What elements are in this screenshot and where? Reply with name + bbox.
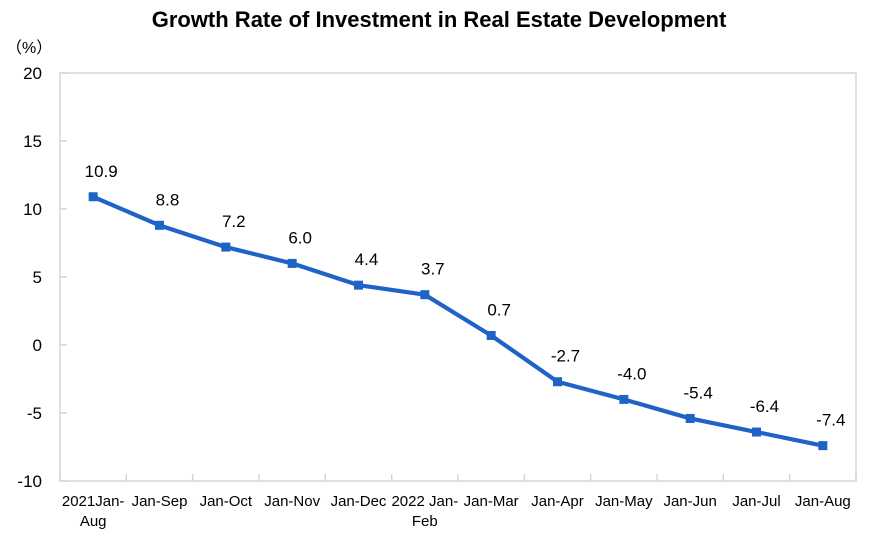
y-tick-label: 15 (23, 132, 42, 151)
data-point-marker (619, 394, 629, 404)
data-point-marker (155, 220, 164, 230)
chart-title: Growth Rate of Investment in Real Estate… (151, 7, 727, 32)
data-label: 10.9 (85, 162, 118, 181)
y-tick-label: 20 (23, 64, 42, 83)
x-tick-label: Jan-Jul (732, 493, 780, 510)
y-tick-label: -5 (27, 404, 42, 423)
data-label: -7.4 (816, 411, 845, 430)
data-label: -6.4 (750, 397, 779, 416)
data-label: -5.4 (684, 383, 713, 402)
data-point-marker (553, 377, 562, 387)
data-point-marker (685, 413, 695, 423)
data-point-marker (752, 427, 761, 437)
x-tick-label: Jan-Dec (331, 493, 387, 510)
data-label: 6.0 (288, 228, 312, 247)
x-tick-label: Jan-Jun (663, 493, 716, 510)
data-label: 8.8 (156, 190, 180, 209)
x-tick-label: Jan-May (595, 493, 653, 510)
data-label: 4.4 (355, 250, 379, 269)
x-tick-label: Jan-Nov (264, 493, 320, 510)
data-label: 7.2 (222, 212, 246, 231)
data-point-marker (354, 280, 363, 290)
data-point-marker (221, 242, 231, 252)
x-tick-label: Jan-Oct (200, 493, 253, 510)
y-tick-label: 10 (23, 200, 42, 219)
x-tick-label: Jan-Mar (464, 493, 519, 510)
y-tick-label: 0 (33, 336, 42, 355)
data-point-marker (486, 330, 496, 340)
x-tick-label: Jan-Aug (795, 493, 851, 510)
data-label: -2.7 (551, 347, 580, 366)
data-point-marker (818, 441, 828, 451)
y-tick-label: 5 (33, 268, 42, 287)
x-tick-label: Jan-Apr (531, 493, 584, 510)
x-tick-label: 2022 Jan-Feb (391, 493, 458, 530)
y-axis-unit-label: （%） (6, 40, 53, 57)
data-label: -4.0 (617, 364, 646, 383)
data-label: 3.7 (421, 260, 445, 279)
series-line (91, 194, 825, 448)
data-point-marker (88, 192, 98, 202)
plot-border (59, 72, 857, 482)
data-point-marker (287, 258, 297, 268)
x-tick-label: Jan-Sep (132, 493, 188, 510)
data-label: 0.7 (487, 300, 511, 319)
data-point-marker (420, 290, 430, 300)
x-tick-label: 2021Jan-Aug (62, 493, 125, 530)
y-tick-label: -10 (17, 472, 42, 491)
